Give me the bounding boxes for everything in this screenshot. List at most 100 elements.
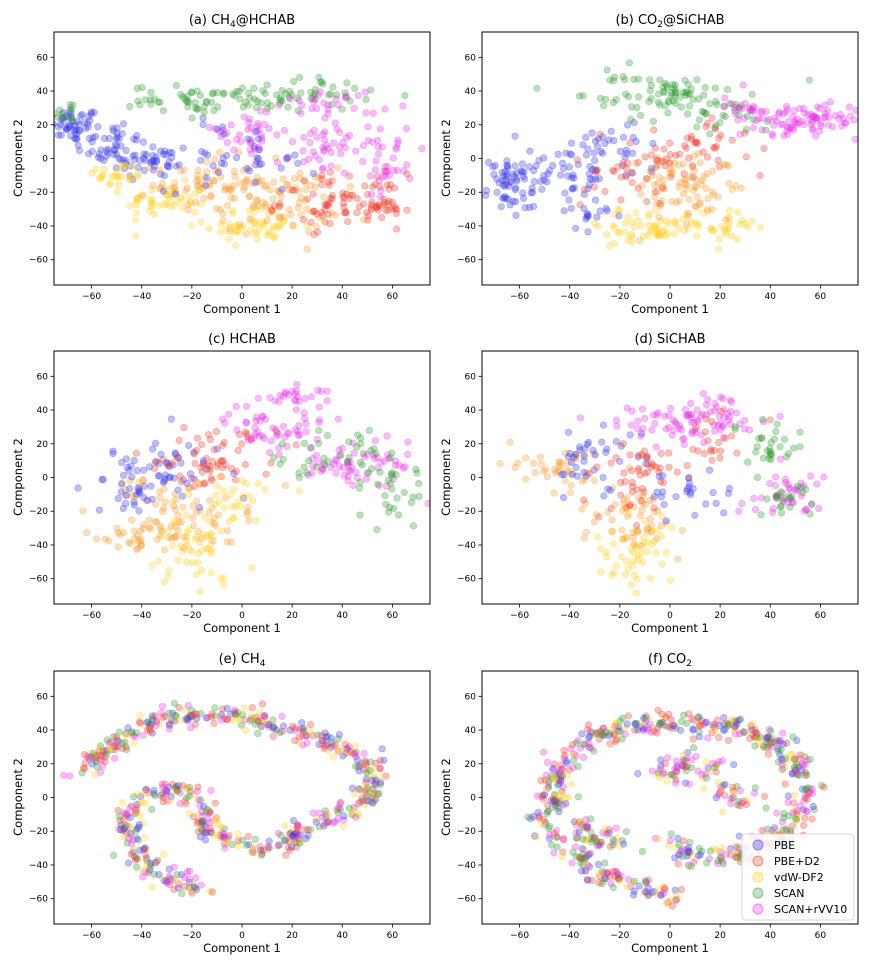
data-point-scan-rvv10 [651,420,659,428]
data-point-pbe [286,829,294,838]
data-point-pbe [683,485,691,493]
data-point-scan [359,797,367,805]
data-point-orange-blend [555,462,563,470]
data-point-vdw-df2 [744,727,752,736]
data-point-scan [278,97,286,105]
data-point-pbe [599,133,607,141]
data-point-scan [171,711,179,720]
data-point-pbe-d2 [715,734,723,742]
data-point-orange-blend [193,497,201,505]
data-point-scan-rvv10 [304,471,312,479]
data-point-scan [220,825,228,833]
data-point-pbe [168,149,176,157]
data-point-pbe-d2 [609,167,617,175]
data-point-vdw-df2 [234,228,242,236]
data-point-scan [579,850,587,858]
data-point-pbe [149,151,157,160]
data-point-pbe [520,168,528,176]
data-point-pbe [597,148,605,156]
data-point-scan-rvv10 [768,743,776,752]
data-point-pbe [154,471,162,480]
data-point-scan-rvv10 [270,723,278,732]
data-point-pbe-d2 [650,126,658,134]
data-point-pbe-d2 [208,888,216,896]
data-point-scan-rvv10 [204,713,212,722]
data-point-pbe [149,156,157,164]
data-point-pbe-d2 [628,178,636,187]
data-point-vdw-df2 [148,197,156,205]
data-point-pbe-d2 [318,172,326,180]
data-point-pbe [257,846,265,854]
data-point-pbe-d2 [539,795,547,803]
data-point-scan-rvv10 [350,104,358,112]
data-point-scan-rvv10 [258,432,267,440]
data-point-scan [286,87,294,95]
data-point-orange-blend [239,166,248,174]
data-point-scan [708,721,716,729]
data-point-vdw-df2 [167,184,175,192]
data-point-pbe [240,494,248,502]
data-point-pbe [245,840,253,849]
data-point-pbe-d2 [241,461,249,469]
data-point-vdw-df2 [161,200,169,209]
data-point-scan-rvv10 [342,92,350,100]
data-point-pbe [54,123,63,131]
data-point-vdw-df2 [183,532,191,541]
data-point-pbe [679,756,688,764]
data-point-vdw-df2 [663,230,671,238]
data-point-pbe-d2 [550,796,559,804]
data-point-scan-rvv10 [246,145,254,154]
data-point-scan [341,89,349,97]
data-point-orange-blend [262,200,270,208]
data-point-orange-blend [249,202,257,210]
data-point-pbe [660,500,668,509]
data-point-vdw-df2 [207,549,215,558]
data-point-pbe-d2 [713,716,722,724]
data-point-pbe-d2 [133,805,141,813]
data-point-pbe [72,125,80,134]
data-point-orange-blend [135,478,143,487]
data-point-scan-rvv10 [292,397,300,405]
data-point-orange-blend [536,453,544,461]
data-point-vdw-df2 [140,192,148,200]
y-tick-label: 20 [37,121,49,131]
data-point-scan [767,727,775,735]
data-point-pbe [349,784,357,792]
data-point-pbe [561,189,569,197]
data-point-pbe [676,726,685,734]
data-point-scan-rvv10 [294,821,302,829]
data-point-scan-rvv10 [339,464,347,472]
data-point-pbe-d2 [689,173,697,181]
data-point-pbe-d2 [702,122,710,131]
data-point-pbe-d2 [318,181,326,189]
data-point-scan-rvv10 [789,112,797,121]
data-point-pbe [659,472,667,480]
data-point-pbe-d2 [660,145,668,153]
data-point-vdw-df2 [86,749,94,757]
data-point-scan-rvv10 [353,474,361,482]
data-point-scan [109,733,118,741]
data-point-pbe-d2 [261,713,269,721]
data-point-pbe [288,832,297,840]
data-point-pbe-d2 [651,188,659,196]
data-point-vdw-df2 [603,552,611,561]
data-point-scan-rvv10 [680,441,688,449]
data-point-orange-blend [646,497,654,505]
data-point-scan-rvv10 [316,88,325,96]
data-point-scan [251,95,259,103]
data-point-scan-rvv10 [765,115,773,124]
data-point-pbe [199,459,208,467]
data-point-pbe-d2 [294,821,302,829]
data-point-vdw-df2 [790,764,798,773]
data-point-scan-rvv10 [671,418,679,426]
data-point-pbe [788,769,796,777]
data-point-scan-rvv10 [317,467,325,475]
data-point-pbe-d2 [364,216,372,224]
data-point-scan [638,847,647,855]
data-point-scan [795,771,803,780]
data-point-scan [788,493,796,501]
data-point-pbe [162,787,171,795]
data-point-pbe [65,106,74,115]
data-point-scan [596,94,605,102]
